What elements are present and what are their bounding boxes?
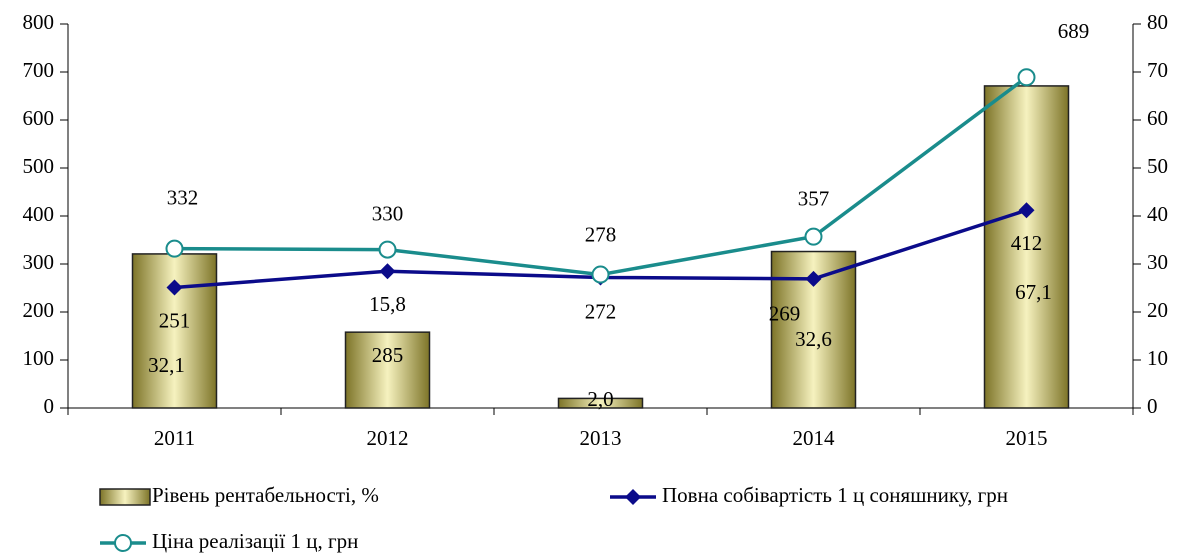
x-tick-label: 2012 <box>367 426 409 450</box>
y-tick-label: 200 <box>23 298 55 322</box>
marker <box>805 270 822 287</box>
legend-marker <box>625 489 641 505</box>
data-label: 332 <box>167 185 199 209</box>
data-label: 32,6 <box>795 327 832 351</box>
y2-tick-label: 40 <box>1147 202 1168 226</box>
data-label: 251 <box>159 308 191 332</box>
data-label: 330 <box>372 201 404 225</box>
bar <box>557 397 644 409</box>
marker <box>166 279 183 296</box>
data-label: 67,1 <box>1015 280 1052 304</box>
marker <box>379 263 396 280</box>
bar <box>344 331 431 409</box>
marker <box>804 227 823 246</box>
y-tick-label: 700 <box>23 58 55 82</box>
x-tick-label: 2015 <box>1006 426 1048 450</box>
y2-tick-label: 30 <box>1147 250 1168 274</box>
bar <box>983 85 1070 409</box>
y2-tick-label: 10 <box>1147 346 1168 370</box>
marker <box>591 265 610 284</box>
y-tick-label: 300 <box>23 250 55 274</box>
x-tick-label: 2014 <box>793 426 836 450</box>
marker <box>1017 68 1036 87</box>
legend-label: Ціна реалізації 1 ц, грн <box>152 529 358 553</box>
data-label: 285 <box>372 343 404 367</box>
marker <box>165 239 184 258</box>
data-label: 269 <box>769 302 801 326</box>
y2-tick-label: 60 <box>1147 106 1168 130</box>
legend-label: Повна собівартість 1 ц соняшнику, грн <box>662 483 1008 507</box>
data-label: 2,0 <box>587 387 613 411</box>
data-label: 357 <box>798 186 830 210</box>
y-tick-label: 100 <box>23 346 55 370</box>
y2-tick-label: 0 <box>1147 394 1158 418</box>
x-tick-label: 2013 <box>580 426 622 450</box>
y2-tick-label: 50 <box>1147 154 1168 178</box>
data-label: 15,8 <box>369 292 406 316</box>
y-tick-label: 0 <box>44 394 55 418</box>
legend-swatch <box>99 488 151 506</box>
data-label: 272 <box>585 299 617 323</box>
data-label: 412 <box>1011 231 1043 255</box>
marker <box>1018 202 1035 219</box>
marker <box>378 240 397 259</box>
y2-tick-label: 20 <box>1147 298 1168 322</box>
legend-marker <box>114 534 132 552</box>
legend-label: Рівень рентабельності, % <box>152 483 379 507</box>
y-tick-label: 500 <box>23 154 55 178</box>
y-tick-label: 600 <box>23 106 55 130</box>
data-label: 32,1 <box>148 353 185 377</box>
y-tick-label: 800 <box>23 10 55 34</box>
y2-tick-label: 70 <box>1147 58 1168 82</box>
data-label: 689 <box>1058 19 1090 43</box>
x-tick-label: 2011 <box>154 426 195 450</box>
y-tick-label: 400 <box>23 202 55 226</box>
y2-tick-label: 80 <box>1147 10 1168 34</box>
data-label: 278 <box>585 222 617 246</box>
